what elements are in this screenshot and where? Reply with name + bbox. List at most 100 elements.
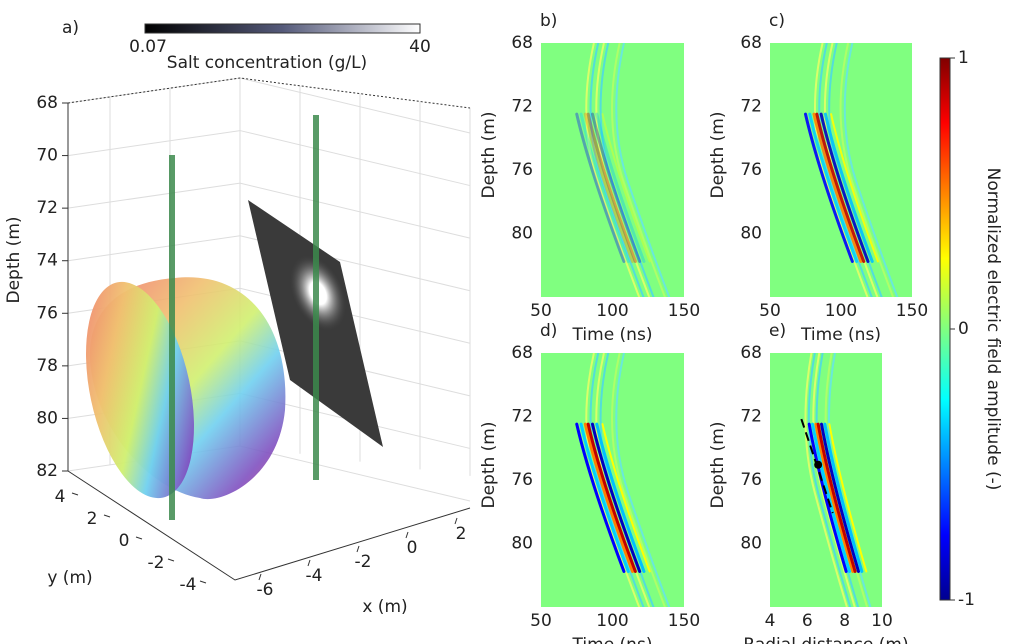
y-tick-label: 80: [511, 224, 533, 244]
wave-event: [589, 43, 645, 297]
wave-band: [595, 422, 646, 573]
wave-band: [830, 113, 879, 263]
tick: [167, 558, 175, 562]
wave-event: [839, 43, 895, 297]
colorbar-tick-label: 0.07: [129, 37, 167, 57]
x-tick-label: 50: [530, 301, 552, 321]
tick: [258, 573, 262, 581]
y-tick-label: 76: [511, 160, 533, 180]
y-axis-label: y (m): [47, 568, 92, 588]
tick: [356, 545, 360, 553]
y-tick-label: 4: [55, 487, 66, 507]
wave-event: [843, 43, 899, 297]
y-tick-label: 0: [119, 531, 130, 551]
tick: [405, 531, 409, 539]
x-tick-label: -6: [257, 580, 274, 600]
wavefield: [575, 43, 671, 297]
tick: [135, 536, 143, 540]
wave-event: [611, 43, 666, 297]
z-tick-label: 74: [36, 251, 58, 271]
wave-event: [812, 353, 856, 607]
wave-event: [828, 353, 872, 607]
image-panel: [541, 43, 684, 297]
wave-event: [824, 353, 869, 607]
z-tick-label: 72: [36, 198, 58, 218]
y-tick-label: 68: [740, 33, 762, 53]
colorbar-tick-label: -1: [958, 590, 975, 610]
panel-label: b): [540, 11, 557, 31]
wave-event: [807, 353, 852, 607]
x-tick-label: 6: [802, 611, 813, 631]
wave-band: [590, 112, 642, 263]
y-axis-label: Depth (m): [708, 111, 728, 198]
tick: [307, 559, 311, 567]
x-tick-label: 150: [668, 301, 700, 321]
wave-event: [615, 353, 671, 607]
x-tick-label: 8: [839, 611, 850, 631]
borehole: [169, 155, 175, 520]
x-tick-label: -4: [306, 566, 323, 586]
dip-point: [814, 460, 823, 469]
y-tick-label: 80: [740, 224, 762, 244]
wave-event: [804, 353, 848, 607]
colorbar: [144, 23, 421, 34]
wavefield: [575, 353, 671, 607]
wave-band: [808, 112, 859, 263]
wave-band: [823, 112, 874, 263]
wave-band: [575, 422, 626, 573]
box-edge: [67, 77, 471, 109]
x-tick-label: 2: [456, 524, 467, 544]
image-panel: [770, 353, 882, 607]
plume-cut: [86, 281, 194, 499]
wave-band: [601, 423, 651, 573]
x-axis-label: Time (ns): [572, 635, 653, 644]
y-tick-label: 76: [511, 470, 533, 490]
x-tick-label: 150: [896, 301, 928, 321]
wave-band: [828, 423, 868, 573]
y-tick-label: 80: [511, 534, 533, 554]
wave-event: [585, 43, 641, 297]
wave-band: [590, 422, 642, 573]
z-tick-label: 80: [36, 408, 58, 428]
wavefield: [804, 43, 899, 297]
x-tick-label: 100: [596, 611, 628, 631]
wave-band: [579, 112, 630, 263]
wave-event: [818, 43, 873, 297]
panel-label: d): [540, 321, 557, 341]
wave-band: [579, 422, 630, 573]
wave-band: [819, 112, 870, 263]
x-axis-label: x (m): [362, 597, 407, 617]
tick: [199, 580, 207, 584]
y-tick-label: -4: [180, 575, 197, 595]
x-tick-label: 4: [765, 611, 776, 631]
wave-band: [814, 422, 855, 573]
wave-band: [815, 112, 866, 263]
x-tick-label: 50: [759, 301, 781, 321]
z-tick-label: 82: [36, 461, 58, 481]
colorbar-tick-label: 1: [958, 48, 969, 68]
y-tick-label: 72: [511, 407, 533, 427]
tick: [454, 517, 458, 525]
x-axis-label: Time (ns): [572, 325, 653, 345]
x-tick-label: 100: [596, 301, 628, 321]
wave-band: [583, 422, 635, 573]
wave-event: [595, 43, 651, 297]
wave-event: [813, 43, 869, 297]
y-tick-label: 80: [740, 534, 762, 554]
y-tick-label: 76: [740, 470, 762, 490]
wave-band: [804, 112, 854, 263]
z-tick-label: 68: [36, 93, 58, 113]
x-tick-label: -2: [355, 552, 372, 572]
y-tick-label: 68: [511, 343, 533, 363]
wave-band: [816, 422, 857, 573]
y-tick-label: -2: [148, 553, 165, 573]
x-axis-label: Radial distance (m): [743, 635, 908, 644]
y-tick-label: 76: [740, 160, 762, 180]
z-tick-label: 76: [36, 303, 58, 323]
wave-band: [811, 422, 852, 573]
colorbar-tick-label: 0: [958, 319, 969, 339]
wave-band: [807, 422, 848, 573]
x-tick-label: 10: [871, 611, 893, 631]
wave-band: [586, 112, 637, 263]
y-tick-label: 68: [740, 343, 762, 363]
